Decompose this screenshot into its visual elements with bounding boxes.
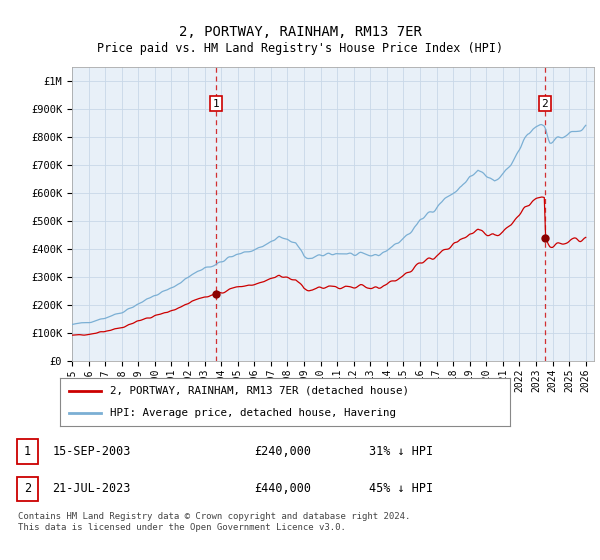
Text: £240,000: £240,000 <box>254 445 311 458</box>
Text: 2: 2 <box>542 99 548 109</box>
Text: 2, PORTWAY, RAINHAM, RM13 7ER (detached house): 2, PORTWAY, RAINHAM, RM13 7ER (detached … <box>110 386 409 396</box>
Text: 2, PORTWAY, RAINHAM, RM13 7ER: 2, PORTWAY, RAINHAM, RM13 7ER <box>179 25 421 39</box>
Text: 2: 2 <box>24 482 31 496</box>
Text: HPI: Average price, detached house, Havering: HPI: Average price, detached house, Have… <box>110 408 395 418</box>
Text: 1: 1 <box>213 99 220 109</box>
Text: £440,000: £440,000 <box>254 482 311 496</box>
FancyBboxPatch shape <box>17 477 38 501</box>
Text: 45% ↓ HPI: 45% ↓ HPI <box>369 482 433 496</box>
Text: 15-SEP-2003: 15-SEP-2003 <box>52 445 131 458</box>
Text: 31% ↓ HPI: 31% ↓ HPI <box>369 445 433 458</box>
Text: Contains HM Land Registry data © Crown copyright and database right 2024.
This d: Contains HM Land Registry data © Crown c… <box>18 512 410 532</box>
Text: 21-JUL-2023: 21-JUL-2023 <box>52 482 131 496</box>
Text: 1: 1 <box>24 445 31 458</box>
FancyBboxPatch shape <box>17 439 38 464</box>
Text: Price paid vs. HM Land Registry's House Price Index (HPI): Price paid vs. HM Land Registry's House … <box>97 42 503 55</box>
